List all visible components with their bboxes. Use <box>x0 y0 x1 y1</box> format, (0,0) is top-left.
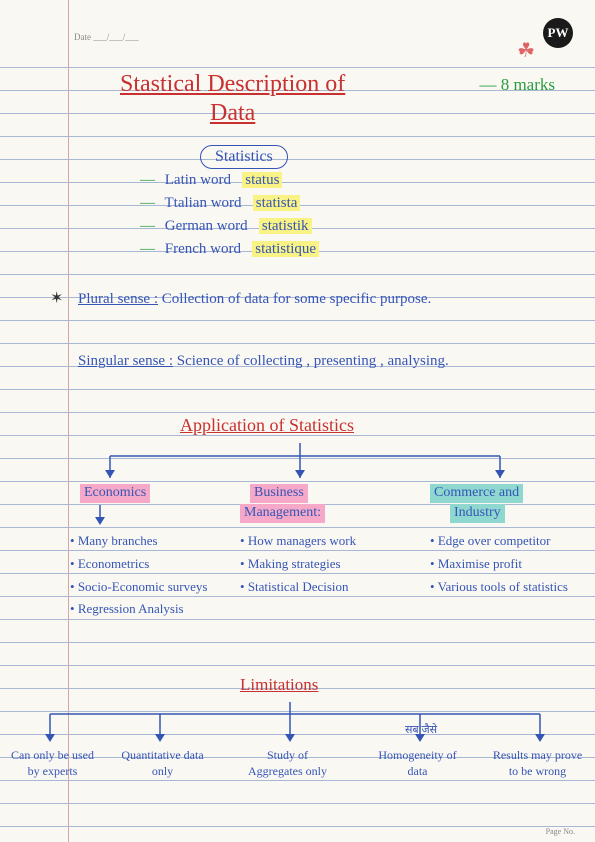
branch-economics: Economics <box>80 484 150 503</box>
etym-lang-1: Ttalian word <box>164 195 241 211</box>
list-item: Edge over competitor <box>430 530 580 553</box>
list-item: Socio-Economic surveys <box>70 576 230 599</box>
dash-icon: — <box>140 241 155 257</box>
limitation-3: Homogeneity of data <box>370 748 465 779</box>
plural-text: Collection of data for some specific pur… <box>162 291 432 307</box>
economics-arrow-svg <box>80 505 120 530</box>
list-item: Many branches <box>70 530 230 553</box>
dash-icon: — <box>140 172 155 188</box>
branch-commerce-2: Industry <box>450 504 505 523</box>
singular-label: Singular sense : <box>78 353 173 369</box>
limitation-2: Study of Aggregates only <box>240 748 335 779</box>
list-item: Econometrics <box>70 553 230 576</box>
page-number-label: Page No. <box>546 827 575 836</box>
list-item: Various tools of statistics <box>430 576 580 599</box>
title-line1: Stastical Description of <box>120 71 345 97</box>
etym-term-0: status <box>242 172 282 188</box>
etym-term-1: statista <box>253 195 301 211</box>
apple-icon: ☘ <box>517 38 535 63</box>
branch-business-2: Management: <box>240 504 325 523</box>
limitation-4: Results may prove to be wrong <box>490 748 585 779</box>
dash-icon: — <box>140 218 155 234</box>
limitation-0: Can only be used by experts <box>5 748 100 779</box>
commerce-bullets: Edge over competitor Maximise profit Var… <box>430 530 580 598</box>
etym-row-0: — Latin word status <box>140 172 282 189</box>
business-bullets: How managers work Making strategies Stat… <box>240 530 410 598</box>
marks-label: — 8 marks <box>479 75 555 95</box>
list-item: Making strategies <box>240 553 410 576</box>
singular-text: Science of collecting , presenting , ana… <box>177 353 449 369</box>
etym-row-2: — German word statistik <box>140 218 312 235</box>
title-line2: Data <box>210 100 255 126</box>
branch-commerce-1: Commerce and <box>430 484 523 503</box>
list-item: How managers work <box>240 530 410 553</box>
etym-row-3: — French word statistique <box>140 241 319 258</box>
list-item: Regression Analysis <box>70 598 230 621</box>
list-item: Maximise profit <box>430 553 580 576</box>
etym-term-2: statistik <box>259 218 312 234</box>
statistics-heading-box: Statistics <box>200 145 288 169</box>
singular-sense: Singular sense : Science of collecting ,… <box>78 350 558 373</box>
economics-bullets: Many branches Econometrics Socio-Economi… <box>70 530 230 621</box>
list-item: Statistical Decision <box>240 576 410 599</box>
notebook-paper: Date ___/___/___ PW ☘ Stastical Descript… <box>0 0 595 842</box>
pw-logo: PW <box>543 18 573 48</box>
date-label: Date ___/___/___ <box>74 32 139 42</box>
etym-row-1: — Ttalian word statista <box>140 195 300 212</box>
page-title: Stastical Description of Data <box>120 70 345 128</box>
etym-term-3: statistique <box>252 241 319 257</box>
etym-lang-3: French word <box>165 241 241 257</box>
applications-title: Application of Statistics <box>180 415 354 436</box>
plural-label: Plural sense : <box>78 291 158 307</box>
limitation-1: Quantitative data only <box>115 748 210 779</box>
plural-sense: Plural sense : Collection of data for so… <box>78 288 558 311</box>
branch-business-1: Business <box>250 484 308 503</box>
limitations-tree-svg <box>20 700 580 755</box>
limitations-title: Limitations <box>240 675 318 695</box>
etym-lang-2: German word <box>165 218 248 234</box>
star-icon: ✶ <box>50 288 63 308</box>
dash-icon: — <box>140 195 155 211</box>
etym-lang-0: Latin word <box>165 172 231 188</box>
